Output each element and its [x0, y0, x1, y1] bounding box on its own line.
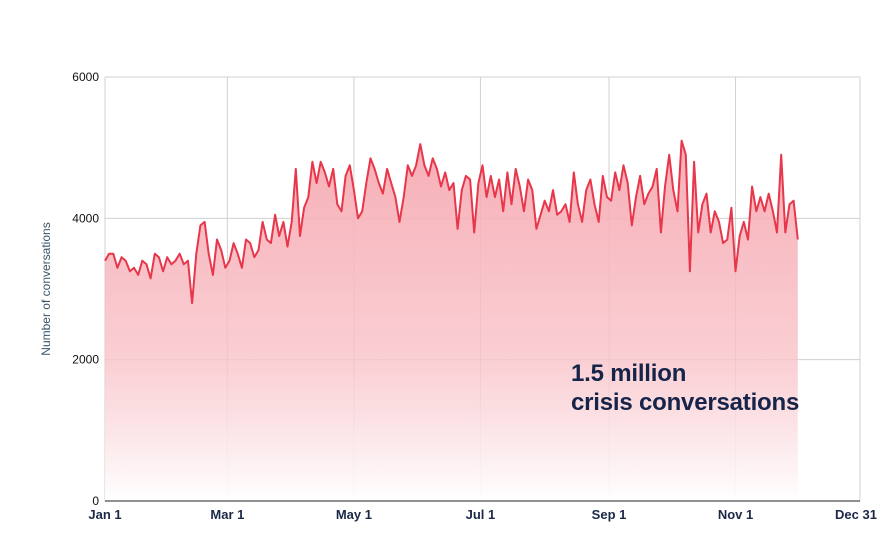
y-tick-labels: 0 2000 4000 6000 [72, 70, 99, 508]
series-line [104, 139, 799, 305]
x-tick-label: May 1 [336, 507, 372, 522]
x-tick-label: Dec 31 [835, 507, 877, 522]
x-tick-label: Sep 1 [592, 507, 627, 522]
y-tick-label: 4000 [72, 211, 99, 225]
x-tick-label: Mar 1 [210, 507, 244, 522]
x-tick-label: Jan 1 [88, 507, 121, 522]
y-tick-label: 2000 [72, 353, 99, 367]
y-tick-label: 6000 [72, 70, 99, 84]
x-tick-labels: Jan 1 Mar 1 May 1 Jul 1 Sep 1 Nov 1 Dec 31 [88, 507, 877, 522]
annotation-line-2: crisis conversations [571, 389, 799, 416]
y-axis-label: Number of conversations [39, 222, 53, 355]
x-tick-label: Nov 1 [718, 507, 753, 522]
series-area-fill [105, 140, 798, 501]
x-tick-label: Jul 1 [466, 507, 496, 522]
annotation-line-1: 1.5 million [571, 360, 686, 387]
y-tick-label: 0 [92, 494, 99, 508]
